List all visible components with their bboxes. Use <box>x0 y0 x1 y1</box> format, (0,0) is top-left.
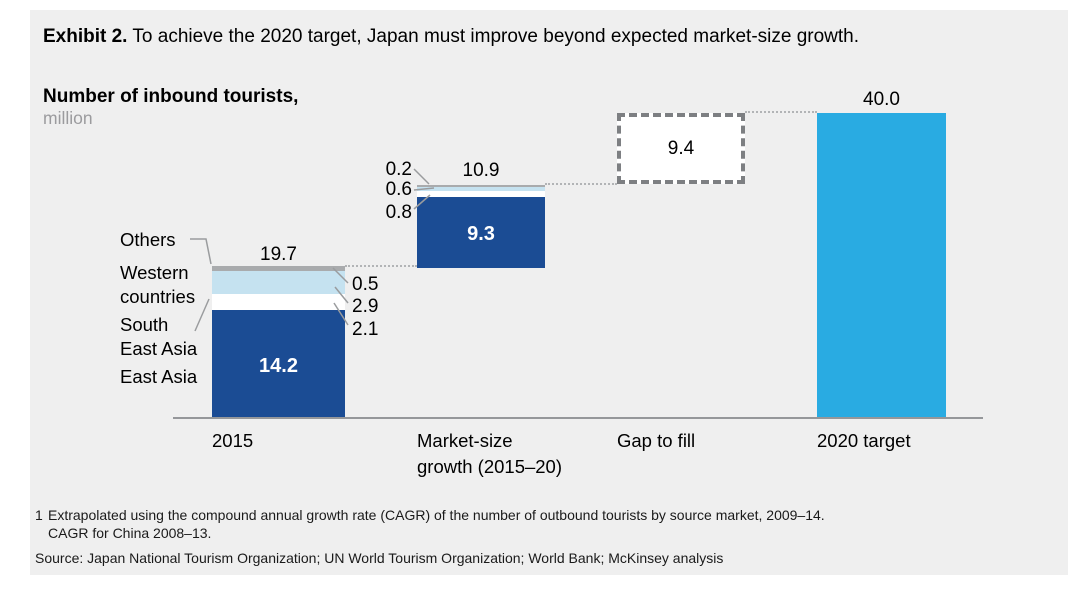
bar-2015-segment-south-east-asia <box>212 294 345 310</box>
footnote-text: Extrapolated using the compound annual g… <box>48 506 1028 542</box>
bar-2015-segment-western-countries <box>212 271 345 294</box>
inbar-value-2015-east-asia: 14.2 <box>259 355 298 377</box>
exhibit-title: Exhibit 2. To achieve the 2020 target, J… <box>43 26 859 48</box>
axis-label-growth: Market-size growth (2015–20) <box>417 430 563 477</box>
chart-unit-label: million <box>43 108 93 128</box>
gap-value: 9.4 <box>667 137 695 159</box>
bar-2020-target <box>817 113 946 418</box>
segment-label-western-countries: Western countries <box>120 262 196 307</box>
value-growth-others: 0.2 <box>385 159 412 180</box>
bar-2015-segment-others <box>212 266 345 271</box>
axis-label-2015: 2015 <box>212 430 254 451</box>
connector-gap-to-target <box>745 111 817 113</box>
bar-growth-segment-western-countries <box>417 187 545 191</box>
value-2015-south-east-asia: 2.1 <box>352 319 379 340</box>
source-line: Source: Japan National Tourism Organizat… <box>35 550 724 566</box>
total-target: 40.0 <box>863 89 900 110</box>
segment-label-south-east-asia: South East Asia <box>120 314 198 359</box>
total-2015: 19.7 <box>260 244 297 265</box>
value-2015-western: 2.9 <box>352 296 379 317</box>
bar-growth-segment-east-asia <box>417 197 545 268</box>
x-axis-line <box>173 417 983 419</box>
gap-to-fill-box: 9.4 <box>617 113 745 184</box>
bar-2015 <box>212 266 345 418</box>
inbar-value-growth-east-asia: 9.3 <box>467 223 495 245</box>
exhibit-title-text: To achieve the 2020 target, Japan must i… <box>127 26 860 47</box>
segment-label-east-asia: East Asia <box>120 366 198 387</box>
axis-label-gap: Gap to fill <box>617 430 696 451</box>
footnote-line-2: CAGR for China 2008–13. <box>48 525 212 541</box>
connector-growth-to-gap <box>545 183 617 185</box>
value-growth-western: 0.6 <box>385 179 412 200</box>
value-growth-south-east-asia: 0.8 <box>385 202 412 223</box>
bar-growth <box>417 185 545 268</box>
value-2015-others: 0.5 <box>352 274 379 295</box>
chart-title: Number of inbound tourists, <box>43 86 299 107</box>
bar-growth-segment-others <box>417 185 545 187</box>
bar-2015-segment-east-asia <box>212 310 345 418</box>
axis-label-target: 2020 target <box>817 430 911 451</box>
bar-growth-segment-south-east-asia <box>417 191 545 197</box>
total-growth: 10.9 <box>462 160 500 181</box>
connector-2015-to-growth <box>345 265 417 267</box>
exhibit-label: Exhibit 2. <box>43 26 128 47</box>
footnote-marker: 1 <box>35 507 43 523</box>
footnote-line-1: Extrapolated using the compound annual g… <box>48 507 825 523</box>
segment-label-others: Others <box>120 229 176 250</box>
